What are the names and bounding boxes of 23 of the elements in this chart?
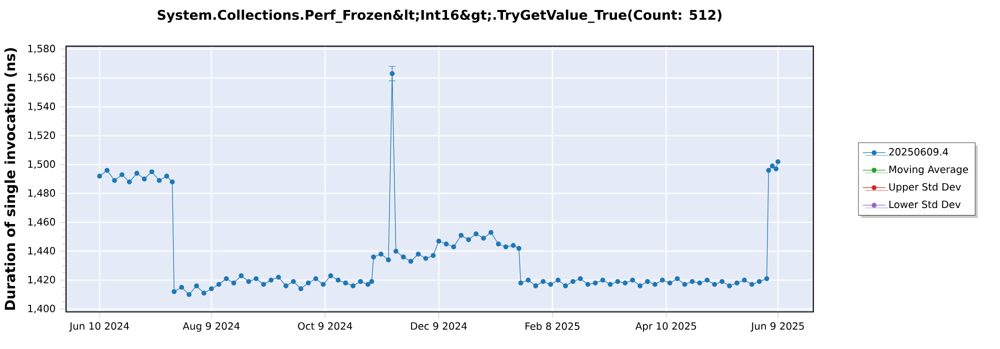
x-tick-label: Apr 10 2025: [635, 322, 696, 332]
y-tick-label: 1,540: [28, 102, 56, 112]
y-axis-title: Duration of single invocation (ns): [4, 48, 18, 310]
x-tick-label: Dec 9 2024: [411, 322, 467, 330]
y-tick-label: 1,560: [28, 74, 56, 82]
legend-label: 20250609.4: [889, 148, 948, 156]
y-tick-label: 1,520: [28, 132, 56, 140]
legend-label: Upper Std Dev: [889, 183, 961, 193]
y-tick-label: 1,480: [28, 189, 56, 198]
y-tick-label: 1,500: [28, 160, 56, 169]
x-tick-label: Aug 9 2024: [182, 322, 240, 332]
y-tick-label: 1,460: [28, 218, 56, 227]
legend-label: Lower Std Dev: [889, 200, 961, 208]
y-tick-label: 1,400: [28, 304, 56, 314]
y-tick-label: 1,420: [28, 276, 56, 285]
x-tick-label: Jun 10 2024: [69, 322, 129, 332]
x-tick-label: Oct 9 2024: [298, 322, 352, 330]
y-tick-label: 1,440: [28, 247, 56, 256]
y-tick-label: 1,580: [28, 44, 56, 54]
x-tick-label: Feb 8 2025: [526, 322, 580, 330]
legend-label: Moving Average: [889, 166, 968, 176]
chart-title: System.Collections.Perf_Frozen&lt;Int16&gt;.TryGetValue_True(Count: 512): [158, 10, 722, 23]
x-tick-label: Jun 9 2025: [750, 322, 804, 332]
